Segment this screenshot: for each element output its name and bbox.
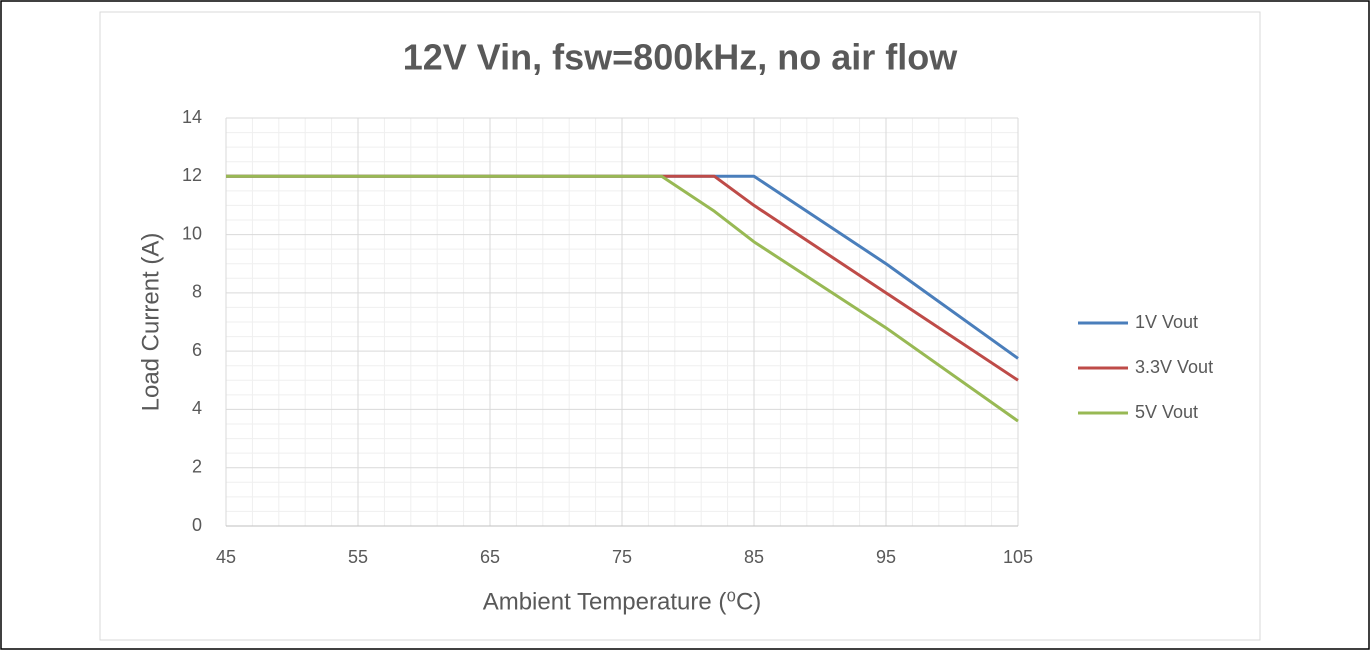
chart-frame <box>99 11 1261 641</box>
y-axis-label: Load Current (A) <box>137 233 164 412</box>
y-tick-label: 2 <box>192 456 202 476</box>
y-tick-label: 14 <box>182 107 202 127</box>
x-tick-label: 105 <box>1003 547 1033 567</box>
y-tick-label: 8 <box>192 282 202 302</box>
x-tick-label: 85 <box>744 547 764 567</box>
x-tick-label: 65 <box>480 547 500 567</box>
x-tick-label: 55 <box>348 547 368 567</box>
x-tick-label: 75 <box>612 547 632 567</box>
y-tick-label: 10 <box>182 223 202 243</box>
legend-label: 3.3V Vout <box>1135 357 1213 377</box>
x-tick-label: 95 <box>876 547 896 567</box>
series-line <box>226 174 1019 423</box>
x-axis-label: Ambient Temperature (⁰C) <box>483 588 762 615</box>
legend-label: 5V Vout <box>1135 402 1198 422</box>
legend-label: 1V Vout <box>1135 312 1198 332</box>
y-tick-label: 4 <box>192 398 202 418</box>
x-tick-label: 45 <box>216 547 236 567</box>
y-tick-label: 0 <box>192 515 202 535</box>
y-tick-label: 12 <box>182 165 202 185</box>
y-tick-label: 6 <box>192 340 202 360</box>
chart-title: 12V Vin, fsw=800kHz, no air flow <box>403 37 959 78</box>
